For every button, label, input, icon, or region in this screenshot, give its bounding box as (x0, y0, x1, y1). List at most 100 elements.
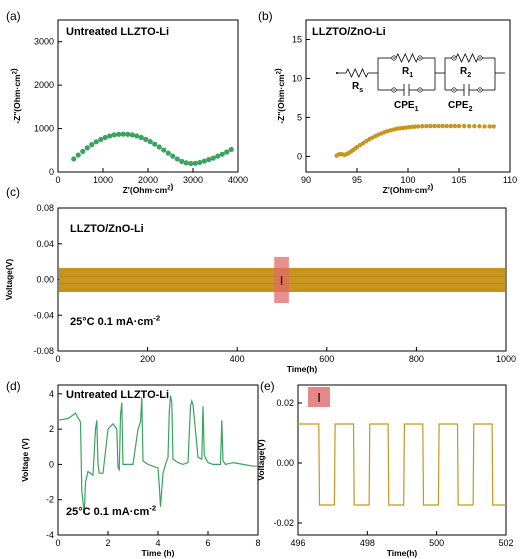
y-tick-label: -0.04 (33, 310, 54, 320)
y-tick-label: -2 (46, 495, 54, 505)
data-point (428, 123, 433, 129)
data-point (125, 131, 131, 137)
x-tick-label: 0 (55, 538, 60, 548)
data-point (444, 123, 449, 129)
data-point (152, 141, 158, 147)
y-axis-label: Voltage (V) (20, 438, 30, 482)
y-tick-label: 0.04 (36, 239, 54, 249)
circuit-node-dot (419, 89, 421, 91)
data-point (228, 146, 234, 153)
circuit-node-dot (419, 57, 421, 59)
data-point (219, 151, 225, 157)
zoom-marker-label: I (317, 390, 321, 405)
panel-label: (a) (6, 9, 21, 23)
data-point (201, 158, 207, 164)
data-point (143, 136, 149, 143)
data-point (71, 156, 77, 162)
x-tick-label: 0 (55, 354, 60, 364)
data-point (161, 147, 167, 153)
data-point (197, 159, 203, 166)
x-axis-label: Time(h) (387, 548, 418, 558)
circuit-node-dot (479, 57, 481, 59)
x-tick-label: 496 (290, 538, 305, 548)
circuit-label-rs: Rs (352, 81, 363, 94)
data-point (179, 158, 185, 164)
voltage-trace (298, 423, 506, 506)
x-tick-label: 8 (255, 538, 260, 548)
y-tick-label: 0 (49, 459, 54, 469)
circuit-label-r1: R1 (402, 66, 413, 79)
resistor-rs (345, 68, 369, 78)
y-axis-label: Voltage(V) (4, 259, 14, 301)
y-axis-label: Voltage(V) (256, 439, 266, 481)
circuit-node-dot (479, 89, 481, 91)
voltage-trace (57, 395, 258, 514)
data-point (165, 150, 171, 156)
panel-label: (c) (6, 185, 20, 199)
y-tick-label: -4 (46, 530, 54, 540)
chart-title: Untreated LLZTO-Li (66, 389, 169, 401)
y-tick-label: -0.08 (33, 346, 54, 356)
data-point (416, 124, 421, 129)
y-axis-label: -Z''(Ohm·cm2) (273, 68, 286, 124)
x-axis-label: Z'(Ohm·cm2) (383, 182, 434, 195)
data-point (482, 124, 487, 129)
x-tick-label: 502 (498, 538, 513, 548)
plot-frame (305, 19, 511, 173)
x-tick-label: 2000 (138, 175, 158, 185)
panel-label: (e) (260, 379, 275, 393)
data-point (210, 155, 216, 161)
data-point (147, 139, 153, 145)
x-axis-label: Time (h) (142, 548, 175, 558)
data-point (188, 160, 194, 167)
data-point (472, 123, 477, 129)
data-point (424, 123, 429, 129)
data-point (93, 139, 99, 145)
x-tick-label: 1000 (93, 175, 113, 185)
y-tick-label: -0.02 (273, 518, 294, 528)
data-point (183, 160, 189, 166)
data-point (111, 132, 117, 138)
zoom-region-marker (274, 256, 289, 304)
data-point (107, 133, 113, 139)
panel-label: (b) (258, 9, 273, 23)
circuit-label-cpe1: CPE1 (394, 100, 419, 113)
x-tick-label: 105 (451, 175, 466, 185)
x-tick-label: 3000 (183, 175, 203, 185)
x-axis-label: Z'(Ohm·cm2) (123, 182, 174, 195)
data-point (89, 142, 95, 148)
resistor-r1 (395, 53, 419, 63)
chart-title: LLZTO/ZnO-Li (312, 26, 386, 38)
circuit-label-cpe2: CPE2 (448, 100, 473, 113)
data-point (75, 152, 81, 158)
data-point (440, 123, 445, 129)
data-point (215, 153, 221, 159)
circuit-node-dot (453, 57, 455, 59)
data-point (80, 148, 86, 154)
circuit-node-dot (393, 89, 395, 91)
y-tick-label: 0.08 (36, 203, 54, 213)
data-point (102, 134, 108, 141)
equivalent-circuit (336, 53, 505, 96)
data-point (138, 134, 144, 141)
condition-label: 25°C 0.1 mA·cm-2 (66, 504, 156, 518)
condition-label: 25°C 0.1 mA·cm-2 (70, 314, 160, 328)
y-tick-label: 10 (292, 73, 302, 83)
data-point (467, 123, 472, 129)
data-point (461, 123, 467, 129)
x-tick-label: 6 (205, 538, 210, 548)
y-tick-label: 2000 (34, 80, 54, 90)
x-tick-label: 100 (400, 175, 415, 185)
y-tick-label: 0.02 (276, 398, 294, 408)
y-axis-label: -Z''(Ohm·cm2) (9, 68, 22, 124)
circuit-node-dot (453, 89, 455, 91)
x-tick-label: 90 (301, 175, 311, 185)
data-point (224, 149, 230, 155)
data-point (134, 133, 140, 139)
plot-frame (297, 384, 507, 536)
y-tick-label: 5 (297, 112, 302, 122)
chart-title: LLZTO/ZnO-Li (70, 223, 144, 235)
data-point (156, 144, 162, 150)
data-point (477, 124, 482, 129)
